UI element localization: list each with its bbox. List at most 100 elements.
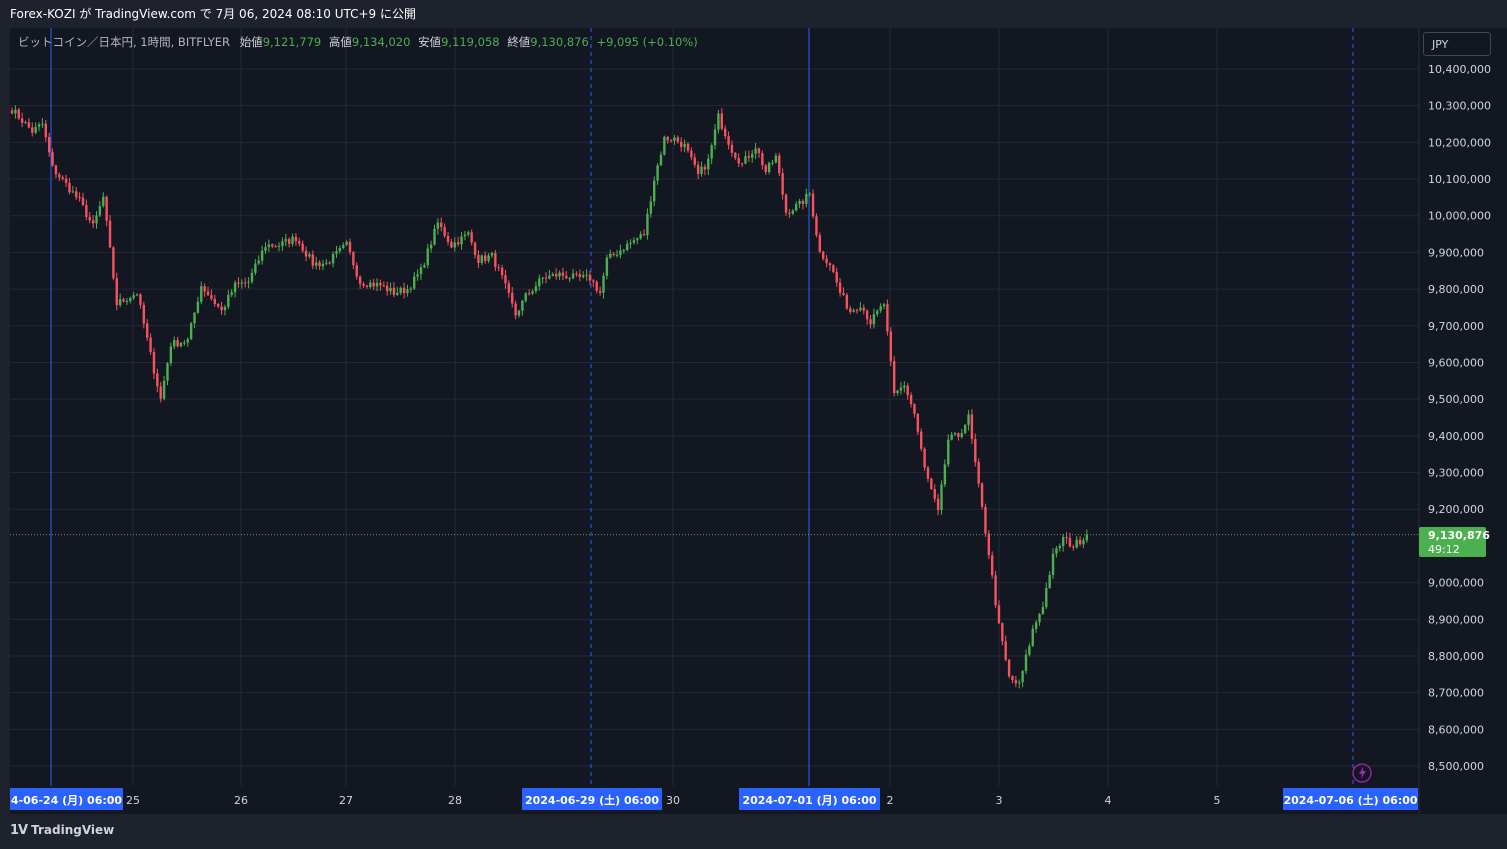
candle-body [210,295,213,299]
candle-body [727,136,730,145]
candle-body [227,294,230,307]
candle-body [700,166,703,174]
date-badge-label: 2024-07-06 (土) 06:00 [1283,793,1417,807]
candle-body [784,194,788,213]
candle-body [125,301,129,303]
candle-body [852,310,855,312]
date-badge [739,788,880,810]
candle-body [1038,613,1041,623]
price-tick-label: 10,200,000 [1428,136,1491,149]
candle-body [798,200,801,205]
lightning-icon[interactable] [1352,763,1372,783]
candle-body [504,275,507,284]
price-tag: 9,130,876 49:12 [1419,527,1490,557]
candle-body [1068,537,1072,547]
candle-body [1072,546,1075,548]
time-tick-label: 5 [1214,794,1221,807]
currency-button[interactable]: JPY [1423,32,1491,56]
candlestick-chart[interactable]: 10,400,000 10,300,000 10,200,000 10,100,000… [0,0,1507,814]
candle-body [335,251,338,254]
candle-body [47,137,51,153]
candle-body [676,137,680,142]
date-badge-label: 2024-06-29 (土) 06:00 [525,793,659,807]
candle-body [751,153,754,158]
candle-body [1058,545,1061,549]
candle-body [115,278,118,306]
candle-body [805,193,808,204]
candle-body [396,292,399,295]
candle-body [747,156,751,158]
candle-body [254,263,257,273]
candle-body [308,254,311,257]
candle-body [277,245,281,247]
date-badge-label: 4-06-24 (月) 06:00 [11,794,122,807]
candle-body [991,555,994,576]
candle-body [1048,574,1051,588]
candle-body [1014,680,1018,684]
price-tick-label: 9,200,000 [1428,503,1484,516]
candle-body [284,239,287,242]
candle-body [365,285,369,288]
candle-body [118,299,122,306]
candle-body [585,274,588,276]
price-tick-label: 10,100,000 [1428,173,1491,186]
candle-body [822,251,825,259]
candle-body [598,290,602,293]
candle-body [440,222,443,228]
candle-body [34,126,37,133]
price-tick-label: 9,700,000 [1428,320,1484,333]
candle-body [196,301,200,313]
candle-body [112,247,115,279]
high-label: 高値 [328,35,352,49]
candle-body [619,250,622,255]
candle-body [453,242,456,248]
time-tick-label: 25 [126,794,140,807]
candle-body [318,262,321,267]
candle-body [325,262,328,264]
candle-body [342,245,345,249]
candle-body [926,467,930,479]
candle-body [734,152,737,158]
candle-body [240,282,244,284]
candle-body [315,262,318,266]
candle-body [575,273,578,275]
price-axis-background [1419,28,1507,814]
time-tick-label: 28 [448,794,462,807]
price-tick-label: 8,700,000 [1428,687,1484,700]
candle-body [85,205,88,217]
candle-body [216,303,220,307]
candle-body [484,255,487,261]
candle-body [443,227,446,236]
candle-body [703,166,707,170]
price-tag-countdown: 49:12 [1428,543,1460,556]
candle-body [730,144,734,153]
tradingview-logo[interactable]: 𝟭𝗩 TradingView [10,823,114,838]
candle-body [778,155,781,174]
candle-body [44,123,47,138]
candle-body [865,310,869,320]
candle-body [494,252,497,268]
candle-body [358,276,362,284]
candle-body [794,204,798,211]
candle-body [355,265,358,277]
candle-body [774,155,778,163]
candle-body [301,243,304,251]
candle-body [98,206,102,216]
candle-body [554,274,558,277]
candle-body [872,314,876,325]
symbol-label[interactable]: ビットコイン／日本円, 1時間, BITFLYER [18,35,231,49]
candle-body [744,156,747,164]
candle-body [977,462,980,484]
open-value: 9,121,779 [262,35,322,49]
candle-body [561,272,565,276]
price-tag-box [1419,527,1486,557]
candle-body [544,277,548,279]
price-tick-label: 9,500,000 [1428,393,1484,406]
candle-body [994,575,997,606]
candle-body [108,220,112,248]
candle-body [957,433,960,437]
price-tag-value: 9,130,876 [1428,529,1490,542]
candle-body [737,157,740,164]
low-value: 9,119,058 [441,35,500,49]
price-tick-label: 8,600,000 [1428,723,1484,736]
